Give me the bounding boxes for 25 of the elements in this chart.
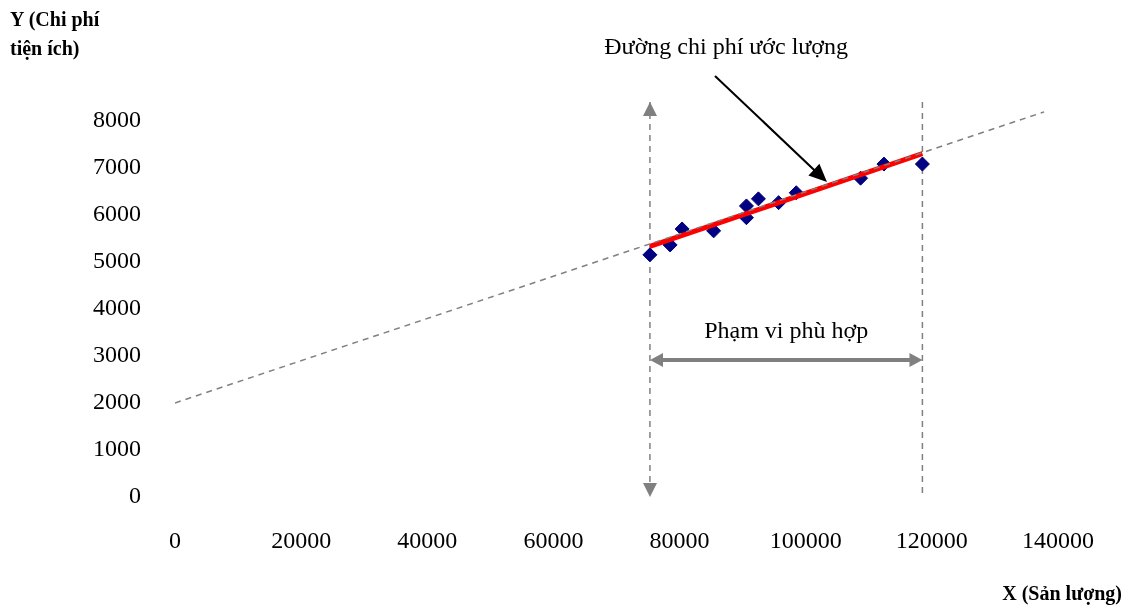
x-tick-label: 80000 xyxy=(649,526,710,553)
point xyxy=(750,191,766,207)
point xyxy=(914,156,930,172)
x-tick-label: 120000 xyxy=(895,526,968,553)
y-tick-label: 4000 xyxy=(93,294,141,321)
x-tick-label: 60000 xyxy=(523,526,584,553)
annotation: Phạm vi phù hợp xyxy=(704,317,869,344)
x-tick-label: 140000 xyxy=(1022,526,1094,553)
y-tick-label: 3000 xyxy=(93,341,141,368)
x-tick-label: 40000 xyxy=(397,526,458,553)
x-axis-title: X (Sản lượng) xyxy=(1002,582,1122,606)
y-tick-label: 5000 xyxy=(93,247,141,274)
point xyxy=(738,198,754,214)
y-tick-label: 0 xyxy=(129,482,141,509)
x-tick-label: 20000 xyxy=(271,526,332,553)
x-tick-label: 0 xyxy=(169,526,181,553)
y-tick-label: 6000 xyxy=(93,200,141,227)
x-tick-label: 100000 xyxy=(769,526,842,553)
y-tick-label: 2000 xyxy=(93,388,141,415)
y-axis-title: Y (Chi phí tiện ích) xyxy=(10,8,100,61)
y-tick-label: 8000 xyxy=(93,106,141,133)
text: Đường chi phí ước lượng xyxy=(604,33,849,60)
y-tick-label: 7000 xyxy=(93,153,141,180)
point xyxy=(642,247,658,263)
y-tick-label: 1000 xyxy=(93,435,141,462)
